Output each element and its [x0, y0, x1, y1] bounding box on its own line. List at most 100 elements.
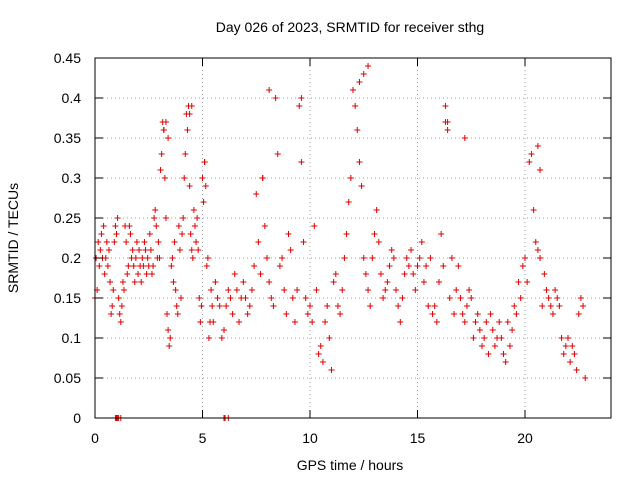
data-point [377, 271, 384, 277]
data-point [214, 295, 221, 301]
data-point [296, 103, 303, 109]
data-point [95, 239, 102, 245]
data-point [504, 319, 511, 325]
data-point [96, 263, 103, 269]
data-point [373, 207, 380, 213]
data-point [272, 95, 279, 101]
data-point [240, 279, 247, 285]
data-point [442, 103, 449, 109]
data-point [451, 311, 458, 317]
data-point [337, 311, 344, 317]
data-point [201, 159, 208, 165]
data-point [573, 367, 580, 373]
data-point [108, 311, 115, 317]
data-point [162, 119, 169, 125]
data-point [121, 287, 128, 293]
data-point [412, 287, 419, 293]
data-point [162, 215, 169, 221]
data-point [181, 175, 188, 181]
chart-title: Day 026 of 2023, SRMTID for receiver sth… [216, 19, 484, 35]
data-point [188, 247, 195, 253]
data-point [470, 335, 477, 341]
data-point [227, 295, 234, 301]
data-point [526, 159, 533, 165]
data-point [123, 239, 130, 245]
data-point [487, 311, 494, 317]
x-tick-label: 0 [91, 430, 99, 446]
data-point [150, 263, 157, 269]
data-point [164, 311, 171, 317]
data-point [98, 231, 105, 237]
data-point [420, 279, 427, 285]
data-point [537, 167, 544, 173]
data-point [509, 327, 516, 333]
data-point [193, 239, 200, 245]
x-tick-label: 15 [410, 430, 426, 446]
data-point [328, 367, 335, 373]
x-tick-label: 20 [517, 430, 533, 446]
data-point [479, 343, 485, 349]
data-point [517, 295, 524, 301]
data-point [195, 247, 202, 253]
data-point [105, 247, 112, 253]
data-point [133, 239, 140, 245]
data-point [444, 119, 451, 125]
data-point [287, 247, 294, 253]
data-point [261, 223, 268, 229]
data-point [319, 359, 326, 365]
data-point [264, 255, 270, 261]
data-point [229, 311, 236, 317]
data-point [109, 303, 116, 309]
data-point [541, 271, 548, 277]
data-point [157, 167, 164, 173]
data-point [115, 295, 122, 301]
data-point [552, 287, 559, 293]
data-point [270, 303, 277, 309]
data-point [341, 255, 348, 261]
data-point [187, 231, 194, 237]
data-point [212, 279, 219, 285]
data-point [153, 223, 160, 229]
data-point [205, 335, 212, 341]
grid [95, 58, 611, 418]
data-point [268, 295, 275, 301]
data-point [253, 191, 260, 197]
data-point [565, 335, 571, 341]
data-point [248, 287, 255, 293]
data-point [178, 295, 184, 301]
data-point [97, 247, 104, 253]
data-point [397, 319, 404, 325]
y-tick-label: 0 [73, 410, 81, 426]
data-point [138, 279, 145, 285]
data-point [405, 263, 412, 269]
data-point [158, 151, 165, 157]
data-point [102, 255, 109, 261]
data-points [92, 63, 589, 421]
data-point [455, 263, 462, 269]
data-point [408, 247, 415, 253]
y-tick-label: 0.05 [54, 370, 81, 386]
data-point [251, 263, 258, 269]
data-point [468, 295, 475, 301]
data-point [380, 295, 387, 301]
data-point [427, 255, 434, 261]
data-point [298, 95, 305, 101]
data-point [423, 263, 430, 269]
data-point [255, 239, 262, 245]
data-point [496, 319, 503, 325]
data-point [343, 231, 350, 237]
data-point [476, 327, 483, 333]
data-point [491, 343, 498, 349]
data-point [401, 271, 408, 277]
data-point [218, 335, 225, 341]
data-point [208, 287, 215, 293]
data-point [369, 255, 376, 261]
data-point [276, 263, 283, 269]
data-point [168, 263, 175, 269]
data-point [233, 287, 240, 293]
data-point [433, 319, 440, 325]
data-point [180, 215, 187, 221]
data-point [279, 255, 286, 261]
data-point [151, 215, 158, 221]
data-point [461, 135, 468, 141]
